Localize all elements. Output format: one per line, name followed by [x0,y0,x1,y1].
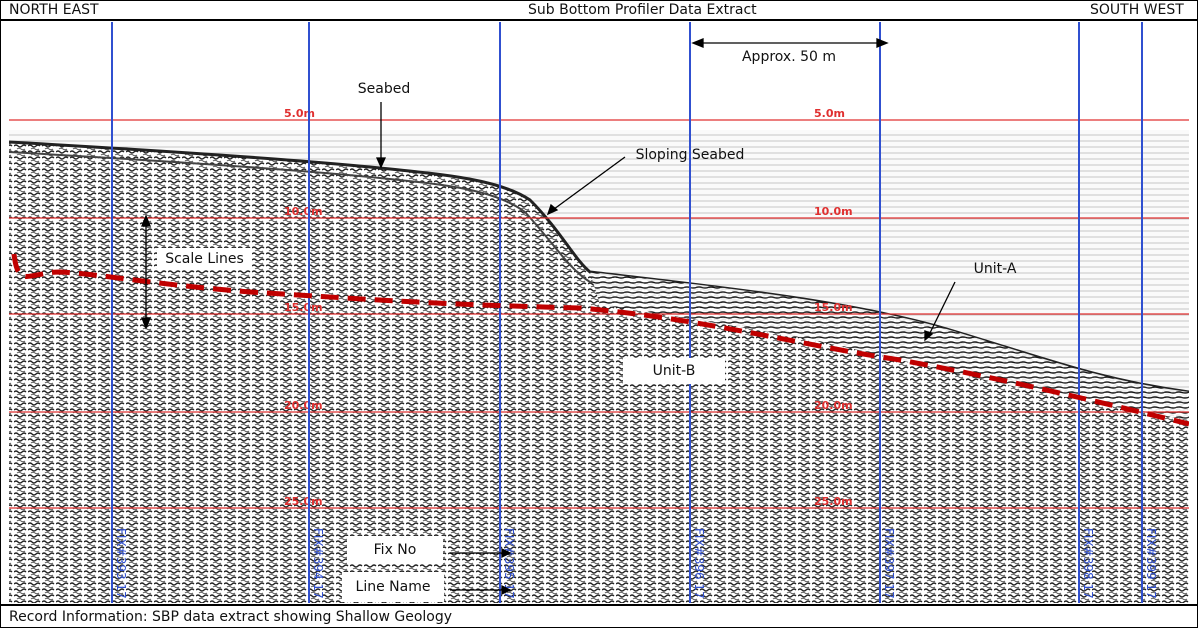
record-information: Record Information: SBP data extract sho… [9,609,453,625]
svg-text:FIX#395 17: FIX#395 17 [502,528,516,599]
unit-boundary-dashed [11,253,1189,427]
unit-a-label: Unit-A [973,261,1017,277]
svg-text:20.0m: 20.0m [814,399,853,412]
svg-text:FIX#396 17: FIX#396 17 [692,528,706,599]
scale-lines-label: Scale Lines [157,248,252,270]
figure-title: Sub Bottom Profiler Data Extract [528,2,757,18]
svg-text:25.0m: 25.0m [284,495,323,508]
sloping-seabed-label: Sloping Seabed [635,147,745,163]
scale-lines [9,119,1189,509]
svg-text:5.0m: 5.0m [814,107,845,120]
svg-text:5.0m: 5.0m [284,107,315,120]
direction-right-label: SOUTH WEST [1090,2,1184,18]
line-name-label: Line Name [342,572,444,602]
unit-a-layer [590,272,1189,420]
annotation-arrows [141,38,956,596]
distance-scale-label: Approx. 50 m [741,49,837,65]
direction-left-label: NORTH EAST [9,2,99,18]
fix-labels: FIX#393 17 FIX#394 17 FIX#395 17 FIX#396… [114,528,1158,599]
svg-text:25.0m: 25.0m [814,495,853,508]
svg-text:FIX#397 17: FIX#397 17 [882,528,896,599]
svg-text:15.0m: 15.0m [814,301,853,314]
svg-text:FIX#398 17: FIX#398 17 [1081,528,1095,599]
fix-no-label: Fix No [347,536,443,564]
svg-text:FIX#399 17: FIX#399 17 [1144,528,1158,599]
seabed-label: Seabed [357,81,411,97]
svg-text:FIX#393 17: FIX#393 17 [114,528,128,599]
svg-text:10.0m: 10.0m [814,205,853,218]
seismic-profile: 5.0m 5.0m 10.0m 10.0m 15.0m 15.0m 20.0m 20.0… [9,22,1189,603]
svg-text:10.0m: 10.0m [284,205,323,218]
sediment-body [9,142,1189,603]
svg-text:15.0m: 15.0m [284,301,323,314]
fix-lines [111,22,1143,603]
footer-bar: Record Information: SBP data extract sho… [0,604,1198,628]
svg-text:FIX#394 17: FIX#394 17 [311,528,325,599]
profile-graphic: 5.0m 5.0m 10.0m 10.0m 15.0m 15.0m 20.0m 20.0… [9,22,1189,603]
svg-text:20.0m: 20.0m [284,399,323,412]
scale-labels: 5.0m 5.0m 10.0m 10.0m 15.0m 15.0m 20.0m 20.0… [284,107,853,508]
header-bar: NORTH EAST Sub Bottom Profiler Data Extr… [0,0,1198,21]
unit-b-label: Unit-B [623,358,725,384]
